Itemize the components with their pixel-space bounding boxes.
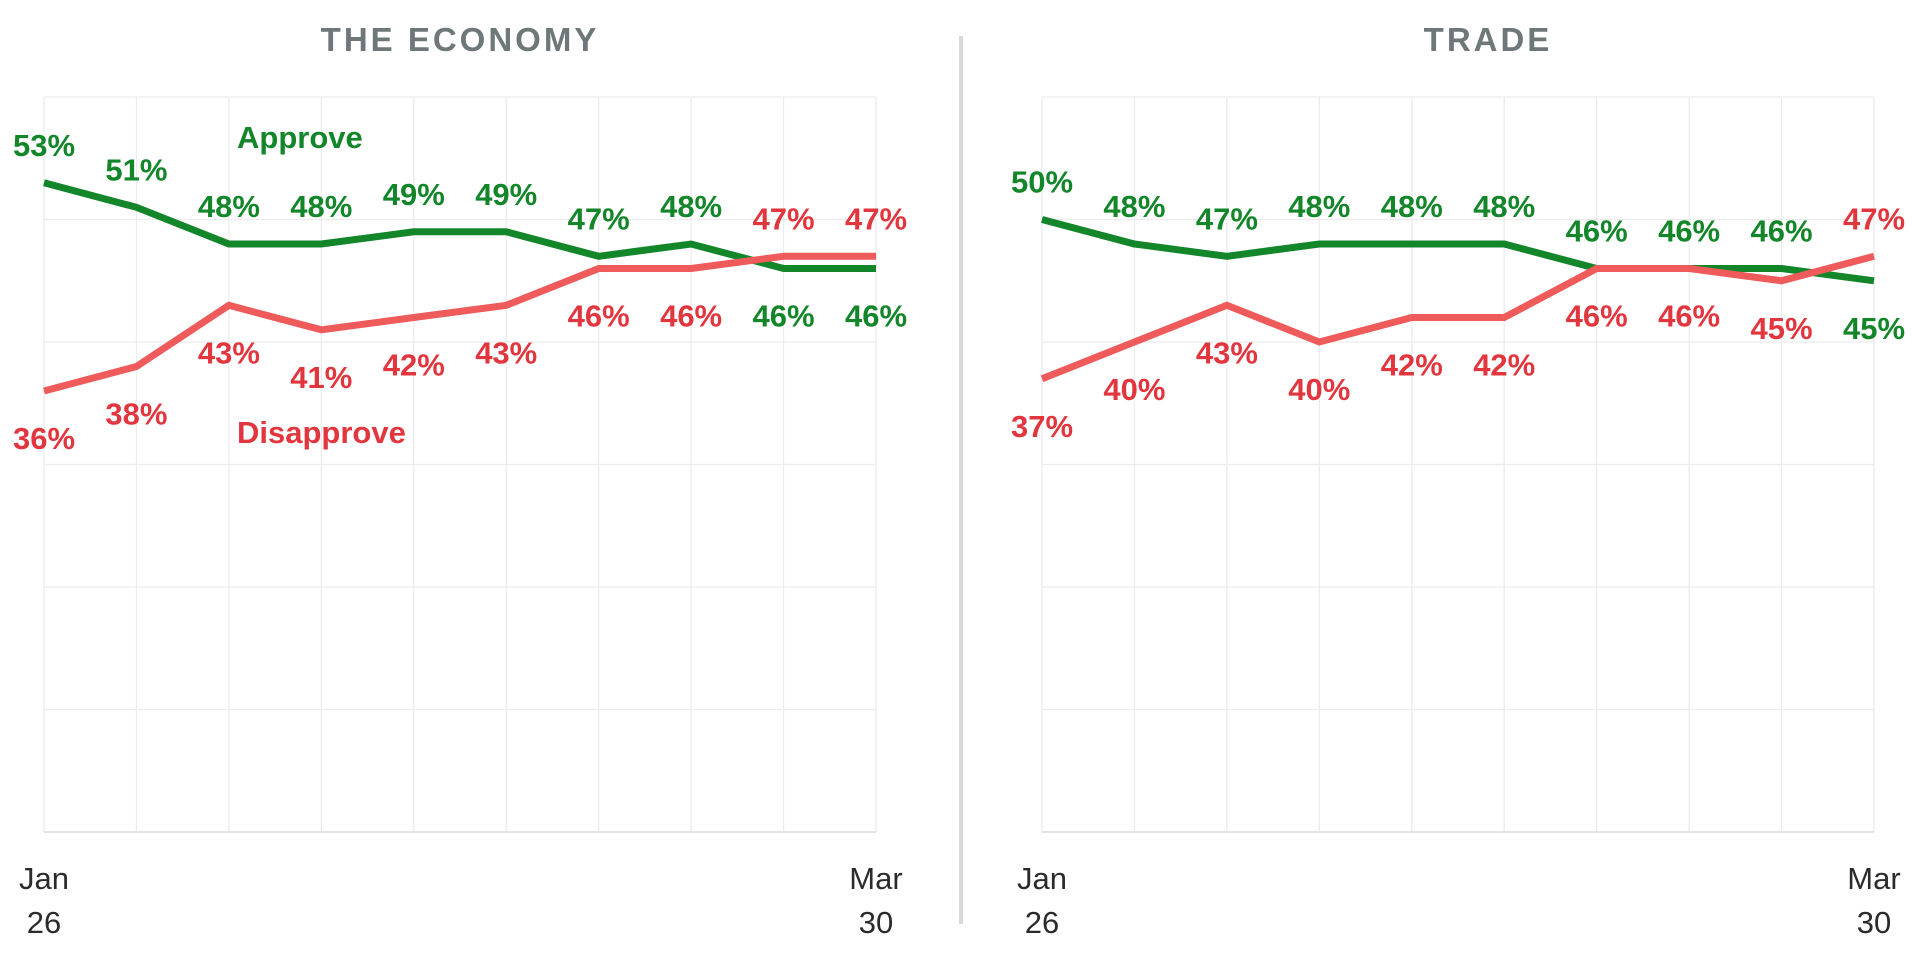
data-label-disapprove: 46% [1658, 299, 1720, 334]
data-label-disapprove: 40% [1288, 372, 1350, 407]
chart-title: THE ECONOMY [321, 21, 600, 58]
data-label-disapprove: 47% [1843, 201, 1905, 236]
data-label-approve: 46% [1566, 214, 1628, 249]
chart-trade: TRADE 50% 48% 47% 48% 48% 48% 46% 46% 46% 45% 37% 40… [1011, 21, 1905, 940]
data-label-approve: 48% [1288, 189, 1350, 224]
data-label-approve: 48% [1381, 189, 1443, 224]
data-label-disapprove: 40% [1103, 372, 1165, 407]
x-tick-label-day: 26 [27, 905, 61, 940]
x-tick-label-month: Jan [19, 861, 69, 896]
data-label-approve: 49% [383, 177, 445, 212]
gridlines [43, 96, 877, 832]
x-tick-label-month: Jan [1017, 861, 1067, 896]
x-tick-label-month: Mar [1847, 861, 1900, 896]
data-label-disapprove: 42% [1381, 348, 1443, 383]
data-label-disapprove: 46% [660, 299, 722, 334]
chart-economy: THE ECONOMY 53% 51% 48% 48% 49% 49% 47% 48% 46% 46… [13, 21, 907, 940]
legend-label-disapprove: Disapprove [237, 415, 406, 450]
x-tick-label-day: 30 [859, 905, 893, 940]
data-label-approve: 47% [568, 201, 630, 236]
legend-label-approve: Approve [237, 120, 363, 155]
data-label-approve: 46% [753, 299, 815, 334]
data-label-disapprove: 37% [1011, 409, 1073, 444]
data-label-disapprove: 47% [753, 201, 815, 236]
data-label-disapprove: 47% [845, 201, 907, 236]
data-label-disapprove: 43% [475, 335, 537, 370]
data-label-disapprove: 36% [13, 421, 75, 456]
series-line-disapprove [1040, 252, 1875, 383]
series-line-approve [1041, 216, 1875, 285]
x-tick-label-month: Mar [849, 861, 902, 896]
gridlines [1041, 96, 1875, 832]
data-label-disapprove: 38% [105, 397, 167, 432]
data-label-approve: 45% [1843, 311, 1905, 346]
x-tick-label-day: 26 [1025, 905, 1059, 940]
data-label-disapprove: 42% [383, 348, 445, 383]
data-label-approve: 48% [198, 189, 260, 224]
data-label-disapprove: 43% [1196, 335, 1258, 370]
data-label-disapprove: 46% [1566, 299, 1628, 334]
data-label-approve: 46% [1751, 214, 1813, 249]
data-label-approve: 49% [475, 177, 537, 212]
data-label-approve: 48% [1103, 189, 1165, 224]
chart-title: TRADE [1424, 21, 1553, 58]
data-label-approve: 46% [845, 299, 907, 334]
data-label-approve: 47% [1196, 201, 1258, 236]
series-line-approve [43, 179, 876, 272]
data-label-disapprove: 43% [198, 335, 260, 370]
data-label-approve: 48% [290, 189, 352, 224]
data-label-approve: 46% [1658, 214, 1720, 249]
data-label-disapprove: 45% [1751, 311, 1813, 346]
data-label-approve: 50% [1011, 165, 1073, 200]
series-line-disapprove [43, 252, 876, 395]
x-tick-label-day: 30 [1857, 905, 1891, 940]
data-label-approve: 48% [660, 189, 722, 224]
data-label-approve: 53% [13, 128, 75, 163]
data-label-disapprove: 46% [568, 299, 630, 334]
data-label-approve: 48% [1473, 189, 1535, 224]
data-label-disapprove: 41% [290, 360, 352, 395]
data-label-disapprove: 42% [1473, 348, 1535, 383]
data-label-approve: 51% [105, 152, 167, 187]
